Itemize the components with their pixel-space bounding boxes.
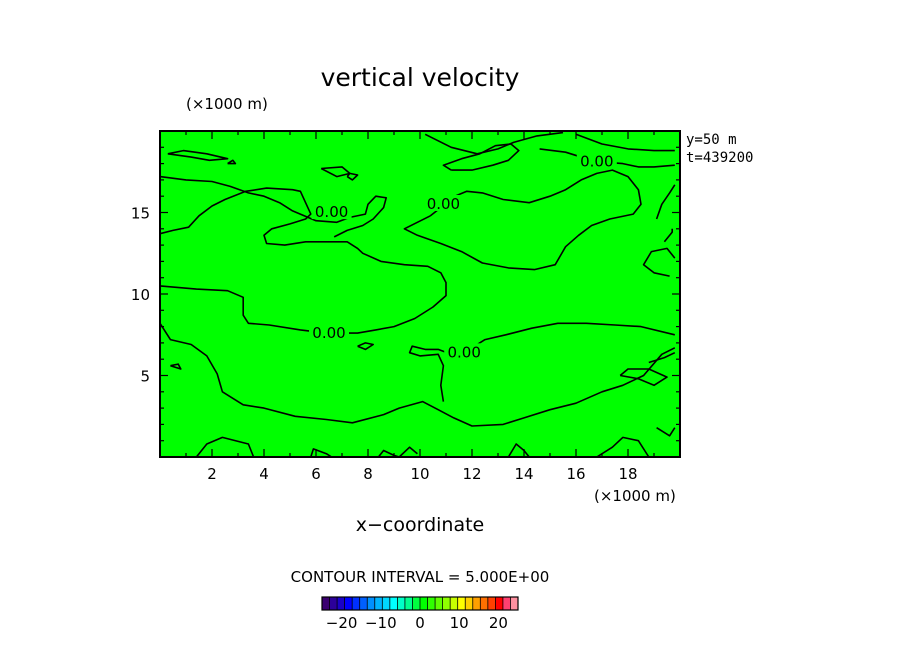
colorbar-tick-label-1: −10 <box>365 614 397 632</box>
colorbar-cell-5 <box>359 597 368 610</box>
y-tick-label-10: 10 <box>131 286 150 304</box>
time-annotation: t=439200 <box>686 150 753 166</box>
contour-label-2: 0.00 <box>580 153 613 171</box>
contour-label-bg-1 <box>423 194 464 211</box>
contour-label-3: 0.00 <box>312 324 345 342</box>
colorbar-cell-8 <box>382 597 391 610</box>
contour-labels: 0.00 0.00 0.00 0.00 0.00 <box>309 152 617 361</box>
colorbar-cell-11 <box>404 597 413 610</box>
colorbar-cell-21 <box>480 597 489 610</box>
y-axis-unit: (×1000 m) <box>186 95 268 113</box>
x-tick-label-16: 16 <box>566 465 585 483</box>
colorbar-cell-19 <box>465 597 474 610</box>
contour-line-9 <box>575 133 675 152</box>
contour-line-2 <box>159 187 447 334</box>
colorbar-cell-18 <box>457 597 466 610</box>
contour-label-4: 0.00 <box>447 343 480 361</box>
colorbar-cell-6 <box>367 597 376 610</box>
contour-label-bg-3 <box>309 323 349 340</box>
contour-label-0: 0.00 <box>315 203 348 221</box>
plot-field <box>160 131 680 457</box>
colorbar-cell-4 <box>352 597 360 610</box>
y-position-annotation: y=50 m <box>686 132 737 148</box>
colorbar-cell-20 <box>472 597 481 610</box>
contour-label-bg-4 <box>444 343 485 360</box>
colorbar-tick-label-4: 20 <box>489 614 508 632</box>
contour-line-6 <box>167 149 229 162</box>
colorbar-cell-2 <box>337 597 345 610</box>
colorbar-cell-13 <box>420 597 428 610</box>
colorbar-cell-0 <box>322 597 330 610</box>
chart-title: vertical velocity <box>321 63 520 92</box>
contour-line-20 <box>195 436 255 458</box>
contour-line-7 <box>424 131 564 155</box>
colorbar-tick-label-0: −20 <box>326 614 358 632</box>
contour-label-1: 0.00 <box>427 195 460 213</box>
x-tick-label-18: 18 <box>618 465 637 483</box>
contour-line-21 <box>310 448 333 458</box>
colorbar-cell-23 <box>495 597 504 610</box>
x-tick-label-2: 2 <box>207 465 217 483</box>
colorbar-cell-17 <box>450 597 458 610</box>
colorbar <box>321 596 519 611</box>
contour-line-25 <box>596 436 650 458</box>
axis-ticks: 2 4 6 8 10 12 14 16 18 5 10 15 <box>131 130 681 483</box>
y-tick-label-5: 5 <box>140 368 150 386</box>
colorbar-cell-3 <box>344 597 353 610</box>
colorbar-cell-24 <box>502 597 511 610</box>
contour-line-13 <box>655 184 676 220</box>
x-axis-label: x−coordinate <box>356 514 485 536</box>
contour-line-0 <box>159 322 676 427</box>
colorbar-cell-14 <box>427 597 436 610</box>
contour-interval-text: CONTOUR INTERVAL = 5.000E+00 <box>291 568 550 586</box>
x-tick-label-12: 12 <box>462 465 481 483</box>
contour-line-15 <box>642 247 676 277</box>
contour-line-17 <box>648 351 676 364</box>
colorbar-frame <box>321 596 519 611</box>
contour-line-26 <box>656 427 676 437</box>
colorbar-cell-22 <box>487 597 496 610</box>
contour-line-16 <box>619 368 668 387</box>
contour-line-19 <box>357 342 374 351</box>
colorbar-cell-25 <box>510 597 519 610</box>
x-axis-unit: (×1000 m) <box>594 487 676 505</box>
contour-line-12 <box>227 159 237 165</box>
contour-line-11 <box>346 172 359 181</box>
colorbar-cell-1 <box>329 597 338 610</box>
contour-line-3 <box>159 175 387 238</box>
contour-label-bg-2 <box>576 152 617 169</box>
contour-line-14 <box>663 228 673 243</box>
x-tick-label-10: 10 <box>410 465 429 483</box>
colorbar-cell-10 <box>397 597 406 610</box>
contour-line-18 <box>170 363 182 370</box>
contour-line-24 <box>507 443 530 458</box>
colorbar-cell-16 <box>442 597 451 610</box>
x-tick-label-8: 8 <box>363 465 373 483</box>
x-tick-label-14: 14 <box>514 465 533 483</box>
colorbar-cell-9 <box>389 597 398 610</box>
x-tick-label-6: 6 <box>311 465 321 483</box>
colorbar-cell-15 <box>435 597 443 610</box>
y-tick-label-15: 15 <box>131 205 150 223</box>
colorbar-tick-labels: −20 −10 0 10 20 <box>326 614 508 632</box>
colorbar-tick-label-3: 10 <box>450 614 469 632</box>
contour-label-bg-0 <box>311 203 352 220</box>
contour-line-4 <box>403 169 642 271</box>
colorbar-cell-12 <box>412 597 421 610</box>
colorbar-cell-7 <box>374 597 383 610</box>
colorbar-tick-label-2: 0 <box>415 614 425 632</box>
contour-line-23 <box>398 446 418 458</box>
x-tick-label-4: 4 <box>259 465 269 483</box>
